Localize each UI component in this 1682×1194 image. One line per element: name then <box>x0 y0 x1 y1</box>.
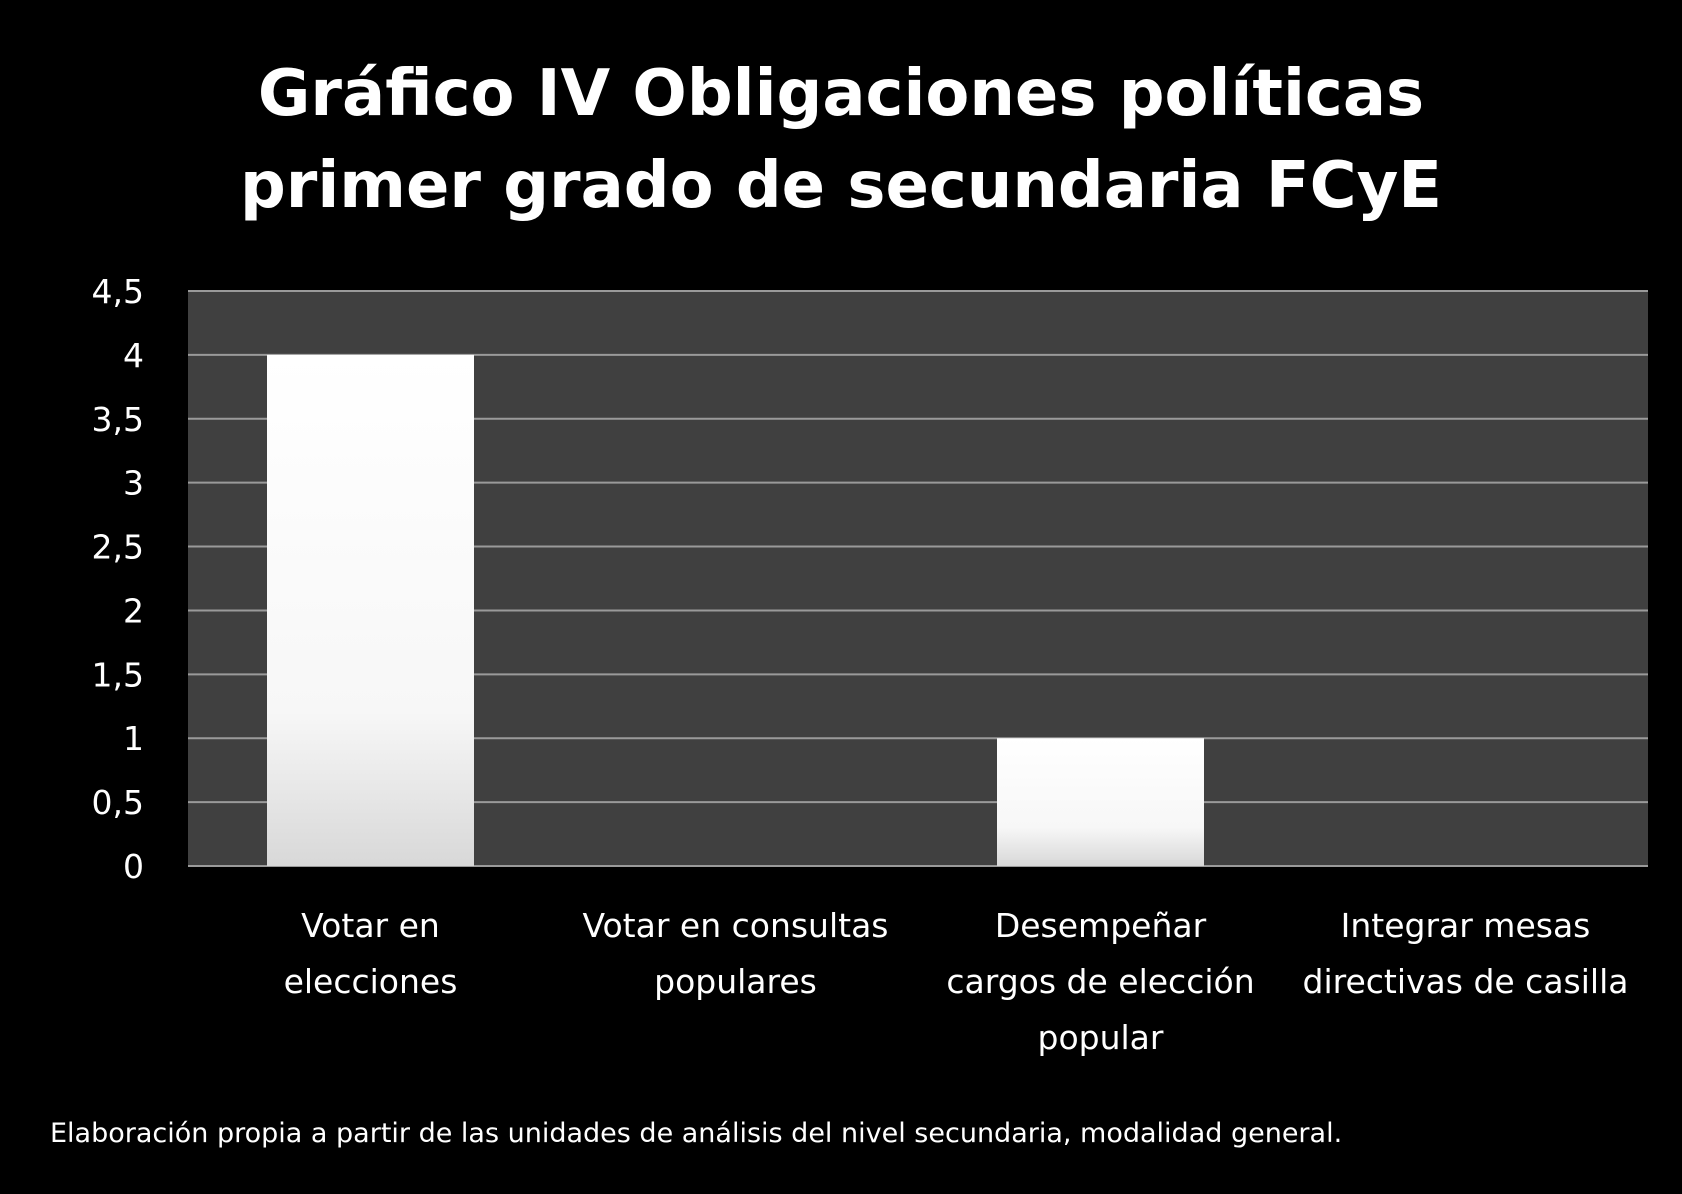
chart-title-line-2: primer grado de secundaria FCyE <box>239 149 1443 223</box>
x-category-label: Votar en consultas populares <box>582 906 888 1001</box>
bar <box>267 354 474 866</box>
source-footnote: Elaboración propia a partir de las unida… <box>50 1118 1343 1149</box>
y-tick-label: 4 <box>123 336 144 375</box>
y-tick-label: 1,5 <box>92 655 144 694</box>
y-tick-label: 4,5 <box>92 272 144 311</box>
y-axis-tick-labels: 0 0,5 1 1,5 2 2,5 3 3,5 4 4,5 <box>92 272 144 886</box>
chart-title-line-1: Gráfico IV Obligaciones políticas <box>257 57 1425 131</box>
y-tick-label: 0,5 <box>92 783 144 822</box>
y-tick-label: 2 <box>123 591 144 630</box>
y-tick-label: 0 <box>123 847 144 886</box>
chart-title: Gráfico IV Obligaciones políticas primer… <box>0 48 1682 232</box>
x-category-label: Desempeñar cargos de elección popular <box>946 906 1254 1057</box>
x-category-label: Votar en elecciones <box>284 906 458 1001</box>
bar <box>997 738 1204 866</box>
y-tick-label: 2,5 <box>92 528 144 567</box>
y-tick-label: 1 <box>123 719 144 758</box>
x-category-label: Integrar mesas directivas de casilla <box>1303 906 1629 1001</box>
y-tick-label: 3 <box>123 464 144 503</box>
x-axis-category-labels: Votar en elecciones Votar en consultas popu… <box>284 906 1629 1057</box>
bars <box>267 354 1204 866</box>
y-tick-label: 3,5 <box>92 400 144 439</box>
